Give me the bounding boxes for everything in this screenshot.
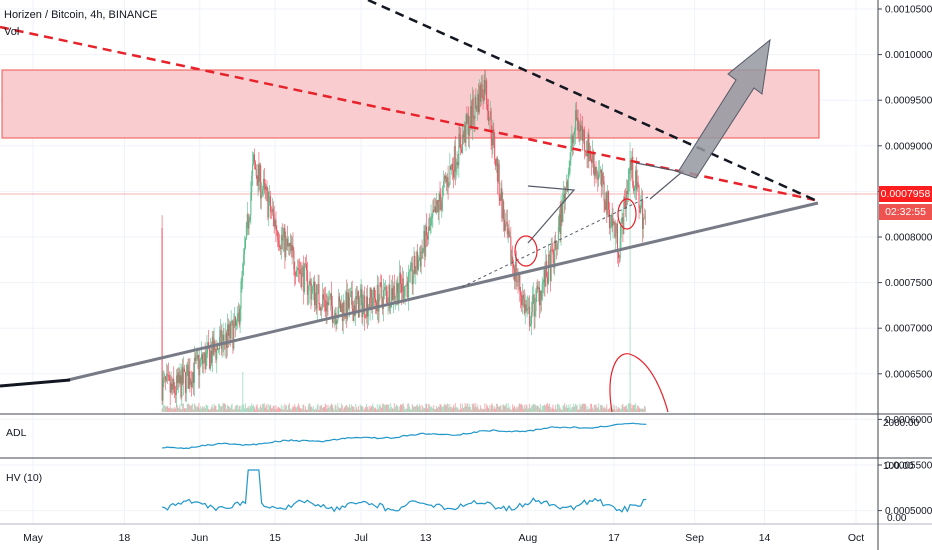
- last-price-badge: 0.0007958: [879, 186, 932, 202]
- time-axis[interactable]: May 18 Jun 15 Jul 13 Aug 17 Sep 14 Oct: [23, 532, 864, 544]
- time-tick-label: 17: [608, 532, 620, 544]
- price-tick-label: 0.0005000: [885, 506, 932, 517]
- price-tick-label: 0.0010000: [885, 50, 932, 61]
- time-tick-label: Jul: [354, 532, 367, 544]
- projection-arrow[interactable]: [677, 38, 771, 179]
- triangle-pattern-1[interactable]: [527, 185, 576, 244]
- hv-tick-bottom: 0.00: [887, 513, 907, 524]
- time-tick-label: 18: [119, 532, 131, 544]
- chart-title[interactable]: Horizen / Bitcoin, 4h, BINANCE: [4, 9, 158, 21]
- volume-label[interactable]: Vol: [4, 26, 20, 38]
- black-descending-trendline[interactable]: [367, 0, 816, 202]
- adl-label[interactable]: ADL: [6, 427, 27, 439]
- time-tick-label: 15: [269, 532, 281, 544]
- price-tick-label: 0.0006500: [885, 369, 932, 380]
- hv-tick-top: 100.00: [883, 461, 914, 472]
- hv-label[interactable]: HV (10): [6, 472, 43, 484]
- volume-highlight-arc[interactable]: [609, 353, 669, 413]
- resistance-zone[interactable]: [1, 69, 820, 139]
- price-tick-label: 0.0008000: [885, 233, 932, 244]
- price-tick-label: 0.0006000: [885, 415, 932, 426]
- volume-bars: [161, 142, 646, 412]
- time-tick-label: 14: [759, 532, 771, 544]
- minor-support-dashed-line[interactable]: [461, 196, 649, 288]
- time-tick-label: Sep: [685, 532, 704, 544]
- base-black-segment[interactable]: [0, 378, 71, 388]
- hv-line: [161, 469, 647, 513]
- adl-tick: 2000.00: [883, 418, 920, 429]
- highlight-circle-1[interactable]: [514, 235, 538, 267]
- time-tick-label: Oct: [848, 532, 864, 544]
- price-tick-label: 0.0007000: [885, 324, 932, 335]
- adl-line: [162, 422, 647, 450]
- support-trendline[interactable]: [67, 201, 819, 382]
- time-tick-label: 13: [420, 532, 432, 544]
- highlight-circle-2[interactable]: [617, 198, 637, 230]
- time-tick-label: Aug: [519, 532, 538, 544]
- price-tick-label: 0.0005500: [885, 461, 932, 472]
- price-tick-label: 0.0007500: [885, 278, 932, 289]
- bar-countdown-badge: 02:32:55: [879, 204, 932, 220]
- price-tick-label: 0.0009500: [885, 96, 932, 107]
- price-tick-label: 0.0010500: [885, 5, 932, 16]
- price-tick-label: 0.0009000: [885, 141, 932, 152]
- time-tick-label: Jun: [191, 532, 208, 544]
- time-tick-label: May: [23, 532, 44, 544]
